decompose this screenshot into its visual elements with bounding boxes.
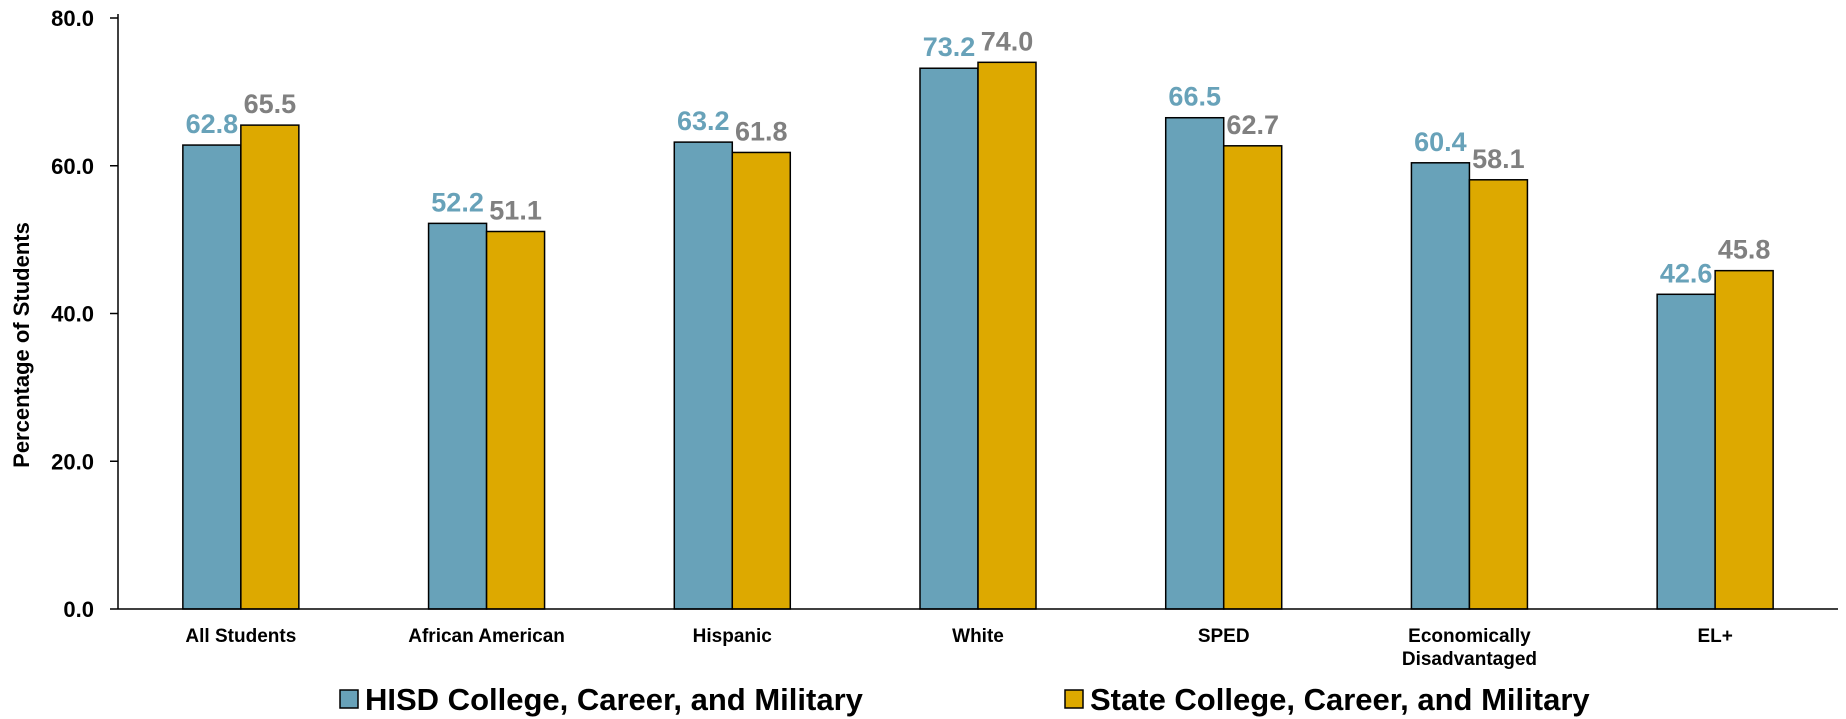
x-tick-label: Economically Disadvantaged	[1402, 626, 1537, 670]
bar	[1468, 179, 1529, 610]
data-label: 61.8	[735, 116, 788, 146]
y-tick-label: 80.0	[51, 6, 94, 31]
legend-label: State College, Career, and Military	[1090, 682, 1590, 717]
bar	[485, 230, 546, 610]
bar	[1656, 293, 1716, 610]
x-tick-label: EL+	[1697, 626, 1732, 647]
bar	[427, 222, 488, 610]
bar	[182, 144, 242, 610]
bar	[240, 124, 300, 610]
data-label: 65.5	[244, 89, 297, 119]
data-label: 52.2	[431, 187, 484, 217]
x-tick-label: SPED	[1198, 626, 1250, 647]
x-tick-label: Hispanic	[693, 626, 773, 647]
y-tick-label: 60.0	[51, 154, 94, 179]
x-tick-label: African American	[408, 626, 565, 647]
bars-group	[182, 61, 1774, 610]
y-axis-title: Percentage of Students	[9, 222, 34, 468]
data-labels-group: 62.8 52.2 63.2 73.2 66.5 60.4 42.6 65.5 51.1 61.8…	[186, 26, 1771, 288]
data-label: 73.2	[923, 32, 976, 62]
data-label: 58.1	[1472, 144, 1525, 174]
data-label: 63.2	[677, 106, 730, 136]
y-tick-label: 20.0	[51, 449, 94, 474]
bar	[919, 67, 979, 610]
x-tick-label: White	[952, 626, 1004, 647]
x-tick-label: All Students	[185, 626, 296, 647]
y-axis: 0.0 20.0 40.0 60.0 80.0	[51, 6, 119, 622]
bar	[1222, 145, 1283, 610]
data-label: 62.7	[1226, 110, 1279, 140]
bar	[1410, 162, 1471, 610]
data-label: 62.8	[186, 109, 239, 139]
x-axis: All Students African American Hispanic Whit…	[118, 608, 1838, 670]
legend-label: HISD College, Career, and Military	[365, 682, 864, 717]
data-label: 60.4	[1414, 127, 1467, 157]
data-label: 45.8	[1718, 235, 1771, 265]
legend-swatch	[339, 689, 359, 709]
legend-swatch	[1064, 689, 1084, 709]
bar	[977, 61, 1037, 610]
bar	[731, 151, 792, 610]
data-label: 74.0	[981, 26, 1034, 56]
data-label: 42.6	[1660, 258, 1713, 288]
bar	[1164, 116, 1225, 610]
data-label: 66.5	[1168, 82, 1221, 112]
y-tick-label: 40.0	[51, 302, 94, 327]
y-tick-label: 0.0	[63, 597, 94, 622]
legend: HISD College, Career, and Military State …	[339, 682, 1590, 717]
bar	[1714, 269, 1774, 610]
data-label: 51.1	[489, 195, 542, 225]
bar	[673, 141, 734, 610]
